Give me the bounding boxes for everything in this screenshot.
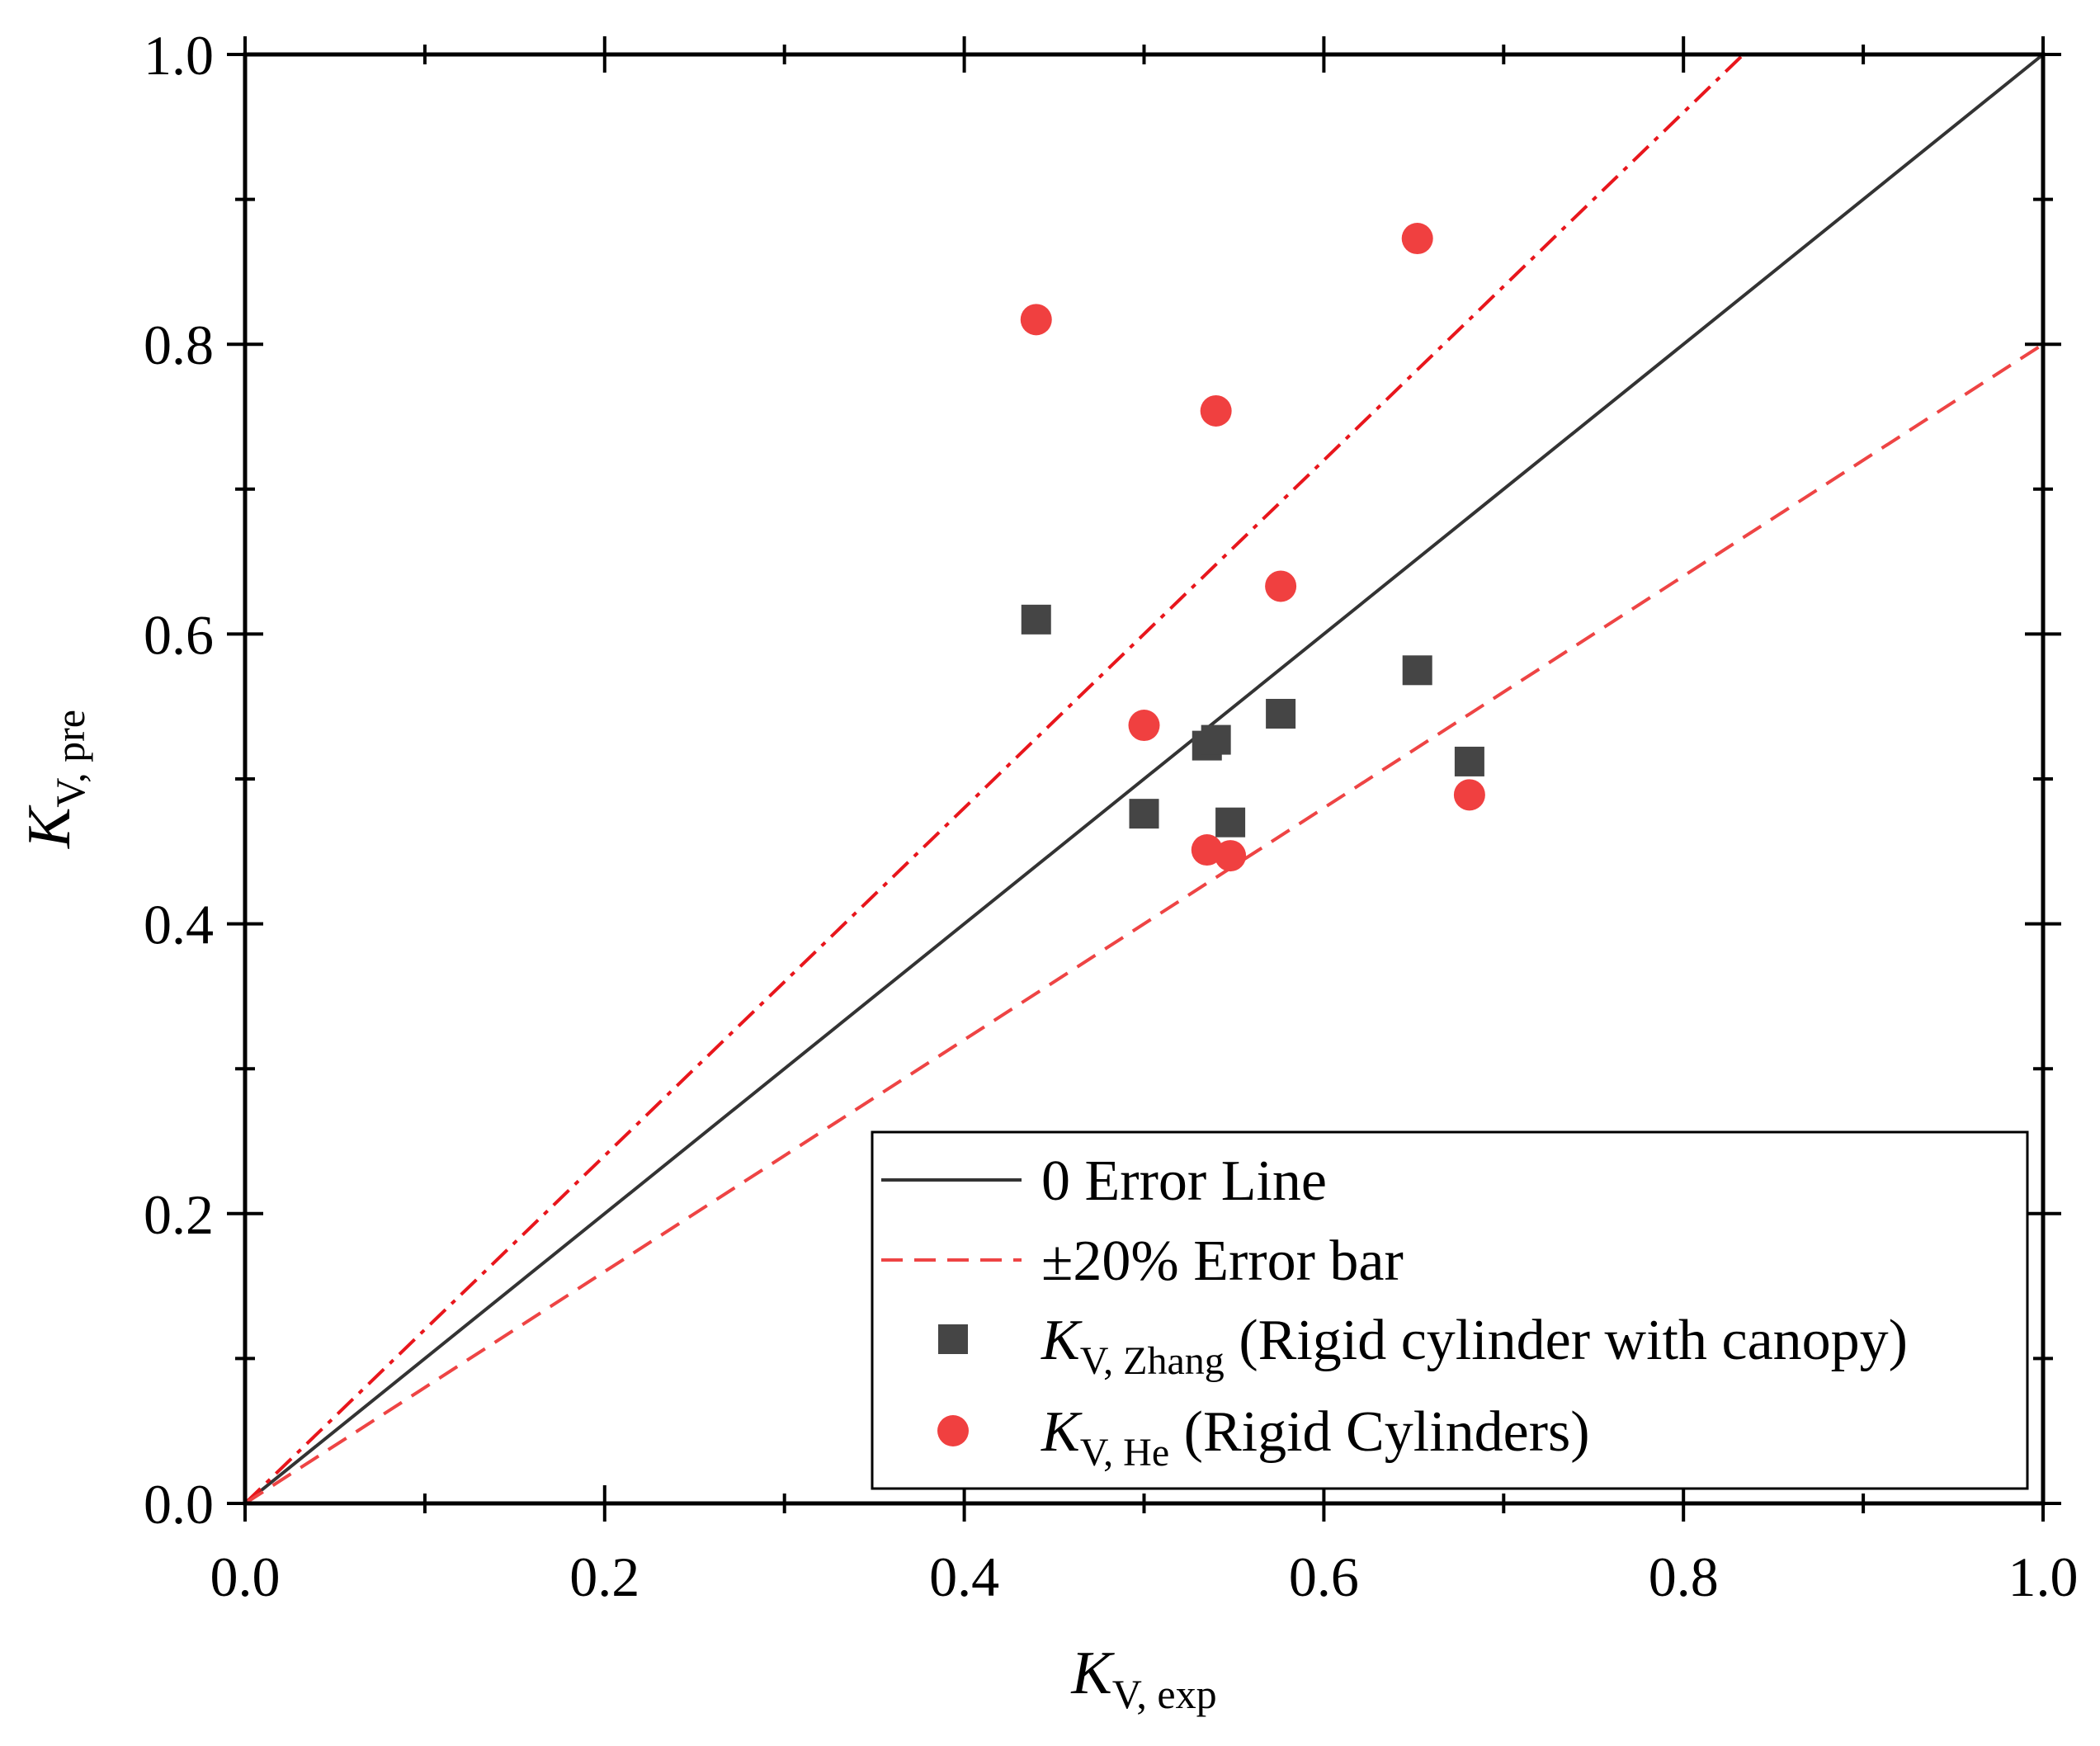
legend: 0 Error Line ±20% Error bar KV, Zhang (R… — [871, 1130, 2029, 1490]
x-tick-label: 0.0 — [210, 1545, 281, 1608]
legend-zhang-sub: V, Zhang — [1080, 1339, 1225, 1383]
tick-labels: 0.0 0.2 0.4 0.6 0.8 1.0 0.0 0.2 0.4 0.6 0.8 1.0 — [144, 24, 2079, 1608]
legend-symbol-zhang-square — [938, 1324, 968, 1354]
reference-lines — [243, 53, 2045, 1505]
data-points — [1020, 223, 1485, 872]
x-tick-label: 0.4 — [929, 1545, 999, 1608]
data-point-square — [1215, 807, 1246, 838]
legend-label-zhang: KV, Zhang (Rigid cylinder with canopy) — [1041, 1309, 1908, 1383]
legend-label-error-bar: ±20% Error bar — [1041, 1229, 1404, 1293]
legend-zhang-main: K — [1041, 1309, 1083, 1372]
data-point-square — [1402, 655, 1432, 686]
x-axis-title-main: K — [1070, 1640, 1115, 1707]
y-tick-label: 0.8 — [144, 314, 214, 376]
y-tick-label: 1.0 — [144, 24, 214, 87]
legend-symbol-he-circle — [937, 1415, 969, 1446]
data-point-circle — [1128, 710, 1160, 742]
data-point-circle — [1265, 570, 1297, 602]
data-point-square — [1129, 799, 1159, 829]
y-tick-label: 0.6 — [144, 603, 214, 666]
legend-label-he: KV, He (Rigid Cylinders) — [1041, 1400, 1590, 1475]
x-tick-label: 0.8 — [1649, 1545, 1719, 1608]
x-axis-title: KV, exp — [1070, 1640, 1216, 1717]
axis-ticks — [227, 36, 2061, 1522]
data-point-square — [1266, 698, 1296, 729]
legend-box — [871, 1130, 2029, 1490]
y-tick-label: 0.0 — [144, 1473, 214, 1536]
legend-he-rest: (Rigid Cylinders) — [1169, 1400, 1589, 1464]
y-axis-title-main: K — [16, 805, 83, 849]
y-tick-label: 0.4 — [144, 894, 214, 956]
data-point-circle — [1215, 840, 1247, 872]
data-point-circle — [1453, 779, 1485, 811]
data-point-square — [1454, 746, 1484, 776]
legend-label-zero-error-line: 0 Error Line — [1041, 1149, 1327, 1213]
x-tick-label: 0.6 — [1289, 1545, 1359, 1608]
legend-he-main: K — [1041, 1400, 1083, 1464]
x-axis-title-sub: V, exp — [1112, 1671, 1217, 1717]
reference-line-0 — [243, 53, 2045, 1505]
data-point-circle — [1401, 223, 1433, 255]
data-point-circle — [1020, 304, 1052, 336]
x-tick-label: 0.2 — [569, 1545, 639, 1608]
y-axis-title: KV, pre — [16, 710, 93, 849]
legend-zhang-rest: (Rigid cylinder with canopy) — [1225, 1309, 1908, 1372]
reference-line-2 — [243, 342, 2045, 1505]
y-axis-title-sub: V, pre — [47, 710, 93, 808]
data-point-square — [1021, 604, 1051, 635]
reference-line-1 — [243, 53, 1745, 1505]
legend-he-sub: V, He — [1080, 1431, 1169, 1475]
data-point-square — [1201, 724, 1231, 755]
data-point-circle — [1200, 394, 1232, 427]
x-tick-label: 1.0 — [2008, 1545, 2079, 1608]
y-tick-label: 0.2 — [144, 1183, 214, 1246]
